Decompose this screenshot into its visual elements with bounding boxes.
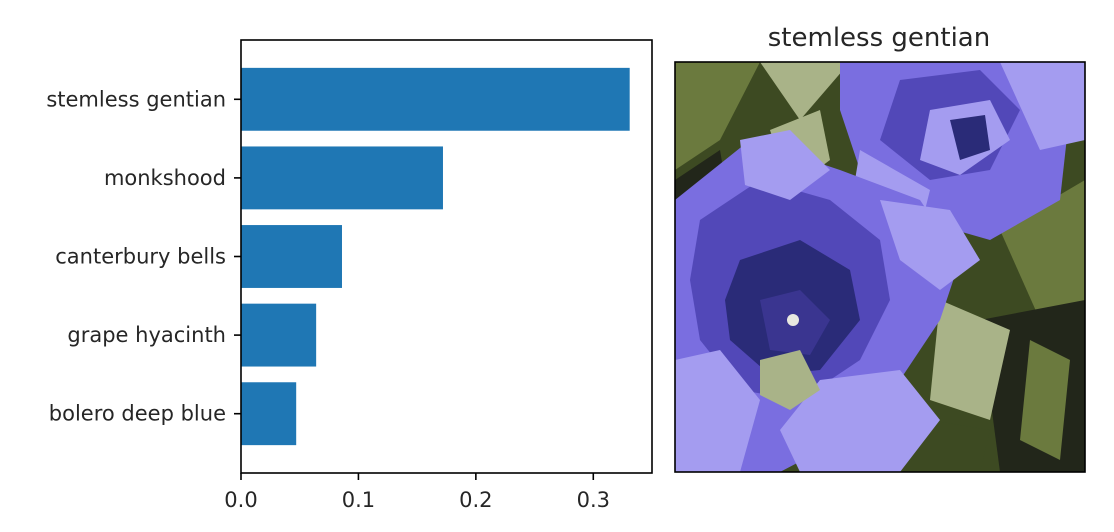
y-tick-label: grape hyacinth: [67, 323, 226, 347]
x-tick-label: 0.2: [459, 488, 492, 512]
y-tick-label: monkshood: [104, 166, 226, 190]
x-axis-ticks: 0.0 0.1 0.2 0.3: [224, 473, 610, 512]
probability-bar-chart: stemless gentian monkshood canterbury bell…: [46, 39, 653, 512]
bar: [241, 67, 630, 131]
y-tick-label: bolero deep blue: [49, 402, 226, 426]
bar: [241, 382, 297, 446]
bar: [241, 303, 317, 367]
y-tick-label: stemless gentian: [46, 87, 226, 111]
x-tick-label: 0.0: [224, 488, 257, 512]
image-frame: [674, 61, 1086, 473]
bar: [241, 225, 342, 288]
image-title: stemless gentian: [768, 23, 990, 53]
x-tick-label: 0.3: [577, 488, 610, 512]
bar: [241, 146, 443, 210]
image-panel: stemless gentian: [674, 23, 1086, 473]
bars-group: [241, 67, 630, 446]
x-tick-label: 0.1: [342, 488, 375, 512]
y-tick-label: canterbury bells: [55, 245, 226, 269]
y-axis-ticks: stemless gentian monkshood canterbury bell…: [46, 87, 241, 426]
gentian-flower-photo: [675, 62, 1085, 472]
